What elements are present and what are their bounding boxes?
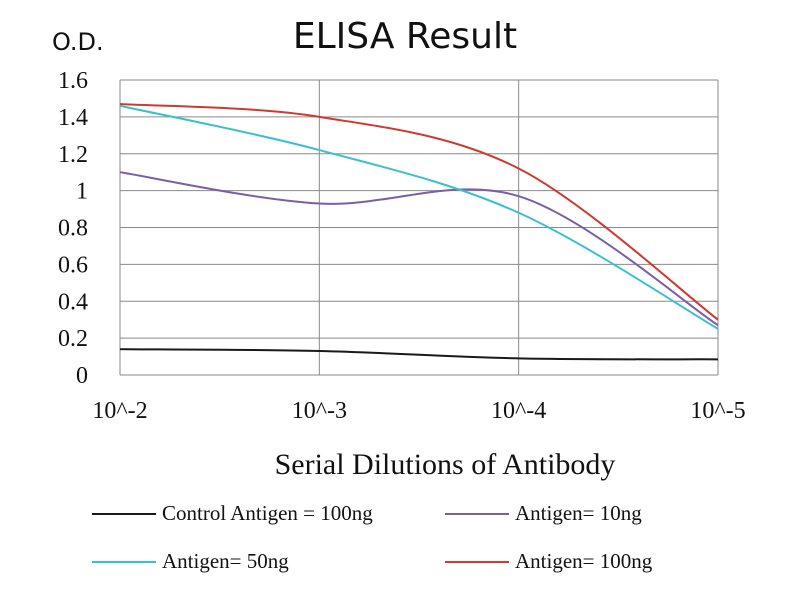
chart-title: ELISA Result xyxy=(293,16,517,57)
x-tick-labels: 10^-2 10^-3 10^-4 10^-5 xyxy=(92,398,745,424)
series-line-0 xyxy=(119,348,719,361)
y-tick-label: 1 xyxy=(76,179,88,205)
y-tick-label: 0.8 xyxy=(58,216,88,242)
y-tick-label: 0 xyxy=(76,363,88,389)
x-tick-label: 10^-3 xyxy=(292,398,347,424)
x-tick-label: 10^-5 xyxy=(690,398,745,424)
series-lines xyxy=(119,102,719,361)
legend-label-3: Antigen= 100ng xyxy=(515,549,653,573)
series-line-1 xyxy=(119,171,719,327)
y-tick-label: 0.6 xyxy=(58,252,88,278)
y-axis-label: O.D. xyxy=(52,28,104,56)
legend-label-0: Control Antigen = 100ng xyxy=(162,501,373,525)
x-tick-label: 10^-4 xyxy=(491,398,546,424)
y-tick-label: 1.4 xyxy=(58,105,88,131)
legend-label-1: Antigen= 10ng xyxy=(515,501,642,525)
y-tick-label: 0.4 xyxy=(58,289,88,315)
y-tick-labels: 0 0.2 0.4 0.6 0.8 1 1.2 1.4 1.6 xyxy=(58,68,88,389)
legend: Control Antigen = 100ng Antigen= 10ng Anti… xyxy=(92,501,653,573)
legend-label-2: Antigen= 50ng xyxy=(162,549,289,573)
y-tick-label: 1.6 xyxy=(58,68,88,94)
y-tick-label: 0.2 xyxy=(58,326,88,352)
x-tick-label: 10^-2 xyxy=(92,398,147,424)
series-line-3 xyxy=(119,102,719,321)
y-tick-label: 1.2 xyxy=(58,142,88,168)
x-axis-label: Serial Dilutions of Antibody xyxy=(275,448,616,481)
series-line-2 xyxy=(119,104,719,330)
